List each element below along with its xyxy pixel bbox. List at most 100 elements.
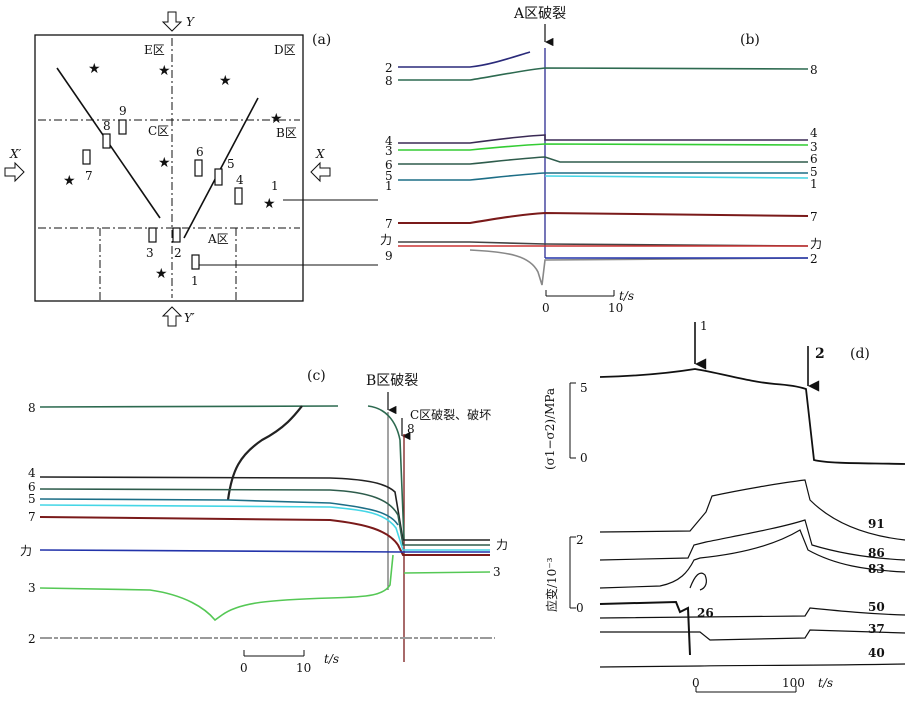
axis-y-top-label: Y	[186, 15, 195, 29]
svg-text:★: ★	[155, 266, 168, 282]
d-trace-91	[599, 479, 906, 541]
c-time-scale	[243, 650, 305, 657]
b-scale-zero: 0	[542, 301, 550, 315]
b-trace-4	[398, 134, 808, 144]
b-right-label-7: 7	[810, 210, 818, 224]
panel-b-caption: (b)	[740, 32, 760, 48]
d-stress-trace	[599, 368, 906, 465]
load-arrow-left	[4, 161, 25, 183]
axis-x-right-label: X	[315, 147, 325, 161]
svg-text:★: ★	[88, 61, 101, 77]
d-tick-top-5: 5	[580, 381, 588, 395]
b-left-label-3: 3	[385, 144, 393, 158]
zone-e-label: E区	[144, 43, 165, 57]
d-scale-zero: 0	[692, 676, 700, 690]
zone-d-label: D区	[274, 43, 296, 57]
zone-a-label: A区	[207, 232, 229, 246]
b-left-label-force: 力	[380, 233, 392, 247]
panel-a: (a) Y Y′ X′ X ★ ★★ ★★★ ★★ E区 D区 C区 B	[4, 11, 378, 327]
svg-text:★: ★	[270, 111, 283, 127]
b-right-label-1: 1	[810, 177, 818, 191]
b-right-label-2: 2	[810, 252, 818, 266]
b-trace-3	[398, 143, 809, 151]
c-trace-5	[39, 498, 399, 526]
c-right-label-force: 力	[496, 538, 508, 552]
panel-c-event-c: C区破裂、破坏	[410, 407, 491, 422]
panel-a-caption: (a)	[312, 32, 331, 48]
b-left-label-7: 7	[385, 217, 393, 231]
d-scale-unit: t/s	[818, 676, 833, 690]
b-scale-ten: 10	[608, 301, 623, 315]
d-label-83: 83	[868, 562, 885, 576]
c-trace-force	[39, 549, 490, 553]
c-left-label-4: 4	[28, 466, 36, 480]
gauge-label-2: 2	[174, 246, 182, 260]
c-trace-7	[39, 516, 490, 556]
specimen-outline	[34, 34, 304, 302]
c-trace-1	[39, 504, 490, 551]
panel-b-traces	[398, 51, 809, 286]
gauge-label-1-bottom: 1	[191, 274, 199, 288]
d-ylabel-top: (σ1−σ2)/MPa	[543, 388, 557, 470]
d-label-50: 50	[868, 600, 885, 614]
b-right-label-6: 6	[810, 152, 818, 166]
b-left-label-6: 6	[385, 158, 393, 172]
d-ylabel-bottom: 应变/10⁻³	[544, 557, 559, 612]
d-strain-traces	[599, 479, 906, 668]
c-left-label-6: 6	[28, 480, 36, 494]
panel-c: (c) B区破裂 C区破裂、破坏 8 8 4 6 5 7 力	[20, 368, 508, 675]
c-left-label-2: 2	[28, 632, 36, 646]
strain-gauges	[82, 119, 243, 270]
b-trace-6	[398, 156, 808, 165]
c-trace-3	[39, 554, 394, 622]
c-trace-6	[39, 488, 490, 546]
c-left-label-5: 5	[28, 492, 36, 506]
d-label-37: 37	[868, 622, 885, 636]
d-marker-2: 2	[815, 346, 825, 362]
panel-c-end-label: 8	[407, 422, 415, 436]
d-top-axis	[569, 382, 576, 459]
d-marker-1: 1	[700, 319, 708, 333]
c-scale-unit: t/s	[324, 652, 339, 666]
d-trace-83	[599, 529, 906, 589]
svg-text:★: ★	[158, 63, 171, 79]
b-right-label-8: 8	[810, 63, 818, 77]
gauge-label-5: 5	[227, 157, 235, 171]
svg-text:★: ★	[63, 173, 76, 189]
d-tick-bot-2: 2	[576, 533, 584, 547]
b-left-label-5: 5	[385, 169, 393, 183]
d-trace-bump	[689, 572, 707, 591]
grid-lines	[38, 38, 300, 300]
panel-d-caption: (d)	[850, 346, 870, 362]
zone-c-label: C区	[148, 124, 169, 138]
svg-text:★: ★	[219, 73, 232, 89]
c-trace-3-end	[403, 571, 491, 574]
load-arrow-right	[310, 161, 331, 183]
b-right-label-force: 力	[810, 237, 822, 251]
d-trace-86	[599, 519, 906, 561]
b-trace-force	[398, 241, 809, 247]
b-left-label-8: 8	[385, 74, 393, 88]
b-trace-8	[398, 67, 809, 81]
b-trace-1	[544, 175, 809, 179]
acoustic-emission-stars: ★ ★ ★ ★ ★ ★ ★ ★	[63, 61, 283, 282]
panel-c-traces	[39, 405, 495, 639]
c-trace-8	[39, 405, 339, 408]
d-label-86: 86	[868, 546, 885, 560]
gauge-label-9: 9	[119, 104, 127, 118]
gauge-label-6: 6	[196, 145, 204, 159]
d-time-scale	[695, 686, 797, 693]
b-trace-dip	[469, 249, 809, 286]
b-right-label-4: 4	[810, 126, 818, 140]
c-scale-ten: 10	[296, 661, 311, 675]
b-left-label-2: 2	[385, 61, 393, 75]
d-trace-50	[599, 607, 906, 619]
load-arrow-bottom	[161, 306, 183, 327]
panel-b-event-label: A区破裂	[513, 6, 566, 22]
axis-x-left-label: X′	[9, 147, 22, 161]
zone-b-label: B区	[276, 126, 297, 140]
b-right-label-5: 5	[810, 165, 818, 179]
c-trace-4	[39, 476, 490, 541]
c-left-label-8: 8	[28, 401, 36, 415]
